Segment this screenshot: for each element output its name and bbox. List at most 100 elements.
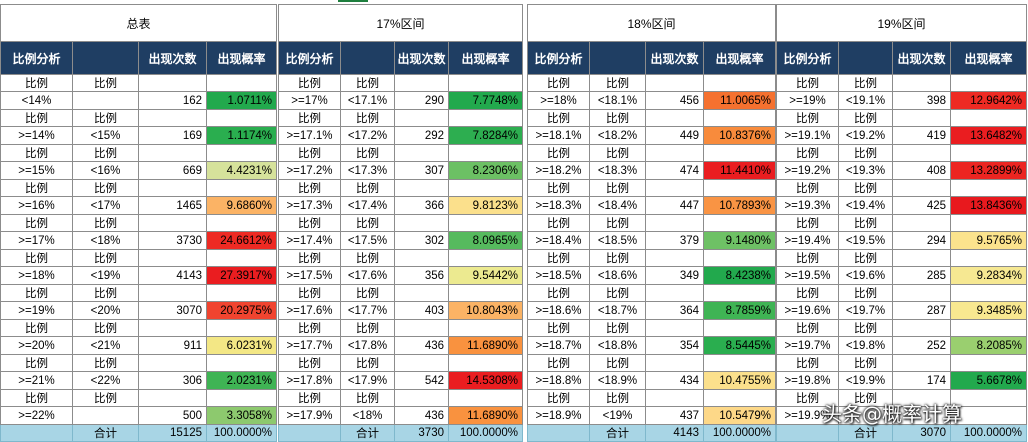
total-label: 合计 bbox=[72, 424, 139, 442]
table-row: >=18.4% <18.5% 379 9.1480% bbox=[527, 231, 777, 250]
sub-label: 比例 bbox=[340, 249, 395, 267]
empty-cell bbox=[205, 109, 278, 127]
table-row: >=18.2% <18.3% 474 11.4410% bbox=[527, 161, 777, 180]
empty-cell bbox=[949, 284, 1028, 302]
range-low-cell: >=17.2% bbox=[278, 161, 341, 180]
range-high-cell: <19.1% bbox=[838, 91, 893, 110]
empty-cell bbox=[645, 109, 704, 127]
column-header: 出现次数 bbox=[394, 41, 449, 75]
range-high-cell: <17.4% bbox=[340, 196, 395, 215]
range-low-cell: >=18.9% bbox=[527, 406, 590, 425]
range-low-cell: >=18.7% bbox=[527, 336, 590, 355]
sub-label: 比例 bbox=[0, 249, 73, 267]
empty-cell bbox=[138, 284, 207, 302]
probability-cell: 8.5445% bbox=[702, 336, 777, 355]
empty-cell bbox=[447, 179, 524, 197]
range-high-cell: <19.9% bbox=[838, 371, 893, 390]
probability-cell: 1.1174% bbox=[205, 126, 278, 145]
count-cell: 408 bbox=[892, 161, 951, 180]
empty-cell bbox=[702, 354, 777, 372]
probability-cell: 9.2834% bbox=[949, 266, 1028, 285]
probability-cell: 9.1480% bbox=[702, 231, 777, 250]
sub-label: 比例 bbox=[776, 249, 839, 267]
sub-label: 比例 bbox=[0, 284, 73, 302]
probability-cell: 20.2975% bbox=[205, 301, 278, 320]
range-low-cell: >=19% bbox=[776, 91, 839, 110]
sub-label: 比例 bbox=[527, 144, 590, 162]
column-header bbox=[72, 41, 139, 75]
total-probability: 100.0000% bbox=[447, 424, 524, 442]
sub-label: 比例 bbox=[589, 354, 646, 372]
table-row: 比例 比例 bbox=[776, 109, 1028, 127]
probability-cell: 10.7893% bbox=[702, 196, 777, 215]
count-cell: 456 bbox=[645, 91, 704, 110]
count-cell: 306 bbox=[138, 371, 207, 390]
probability-cell: 8.2085% bbox=[949, 336, 1028, 355]
count-cell: 403 bbox=[394, 301, 449, 320]
table-row: 比例 比例 bbox=[776, 389, 1028, 407]
range-high-cell: <19% bbox=[589, 406, 646, 425]
empty-cell bbox=[205, 74, 278, 92]
range-high-cell: <19.6% bbox=[838, 266, 893, 285]
empty-cell bbox=[447, 354, 524, 372]
empty-cell bbox=[949, 249, 1028, 267]
empty-cell bbox=[205, 284, 278, 302]
sub-label: 比例 bbox=[72, 214, 139, 232]
probability-cell: 7.8284% bbox=[447, 126, 524, 145]
empty-cell bbox=[447, 214, 524, 232]
empty-cell bbox=[205, 179, 278, 197]
range-low-cell: >=17.8% bbox=[278, 371, 341, 390]
probability-cell: 9.5765% bbox=[949, 231, 1028, 250]
table-row: 比例 比例 bbox=[527, 109, 777, 127]
empty-cell bbox=[702, 389, 777, 407]
count-cell: 425 bbox=[892, 196, 951, 215]
empty-cell bbox=[205, 214, 278, 232]
table-row: >=18.6% <18.7% 364 8.7859% bbox=[527, 301, 777, 320]
table-row: 比例 比例 bbox=[776, 319, 1028, 337]
probability-cell: 13.6482% bbox=[949, 126, 1028, 145]
count-cell: 285 bbox=[892, 266, 951, 285]
column-header: 出现次数 bbox=[645, 41, 704, 75]
empty-cell bbox=[949, 74, 1028, 92]
table-row: >=17.8% <17.9% 542 14.5308% bbox=[278, 371, 524, 390]
column-header: 比例分析 bbox=[527, 41, 590, 75]
range-low-cell: >=21% bbox=[0, 371, 73, 390]
empty-cell bbox=[205, 354, 278, 372]
table-row: 比例 比例 bbox=[0, 389, 278, 407]
sub-label: 比例 bbox=[589, 179, 646, 197]
range-high-cell: <19.8% bbox=[838, 336, 893, 355]
probability-cell: 4.4231% bbox=[205, 161, 278, 180]
sub-label: 比例 bbox=[527, 109, 590, 127]
range-low-cell: >=19% bbox=[0, 301, 73, 320]
column-header bbox=[838, 41, 893, 75]
table-row: 比例 比例 bbox=[278, 179, 524, 197]
table-row: >=19.3% <19.4% 425 13.8436% bbox=[776, 196, 1028, 215]
range-low-cell: >=15% bbox=[0, 161, 73, 180]
table-row: >=20% <21% 911 6.0231% bbox=[0, 336, 278, 355]
table-row: >=18.7% <18.8% 354 8.5445% bbox=[527, 336, 777, 355]
empty-cell bbox=[394, 284, 449, 302]
table-row: 比例 比例 bbox=[527, 249, 777, 267]
range-low-cell: >=18.8% bbox=[527, 371, 590, 390]
sub-label: 比例 bbox=[589, 74, 646, 92]
sub-label: 比例 bbox=[278, 214, 341, 232]
count-cell: 449 bbox=[645, 126, 704, 145]
table-row: >=21% <22% 306 2.0231% bbox=[0, 371, 278, 390]
table-block: 总表 比例分析 出现次数 出现概率 比例 比例 <14% 162 1.0711% 比例 比例 >=14… bbox=[0, 4, 278, 442]
sub-label: 比例 bbox=[0, 179, 73, 197]
toolbar-strip bbox=[0, 0, 1028, 4]
probability-cell: 10.4755% bbox=[702, 371, 777, 390]
column-header: 出现概率 bbox=[205, 41, 278, 75]
watermark: 头条@概率计算 bbox=[822, 402, 962, 426]
table-row: 比例 比例 bbox=[0, 144, 278, 162]
range-high-cell bbox=[72, 91, 139, 110]
range-low-cell: >=18.6% bbox=[527, 301, 590, 320]
count-cell: 287 bbox=[892, 301, 951, 320]
count-cell: 911 bbox=[138, 336, 207, 355]
probability-cell: 11.6890% bbox=[447, 406, 524, 425]
table-row: >=19.2% <19.3% 408 13.2899% bbox=[776, 161, 1028, 180]
sub-label: 比例 bbox=[0, 214, 73, 232]
table-row: >=19% <19.1% 398 12.9642% bbox=[776, 91, 1028, 110]
total-count: 4143 bbox=[645, 424, 704, 442]
sub-label: 比例 bbox=[838, 249, 893, 267]
